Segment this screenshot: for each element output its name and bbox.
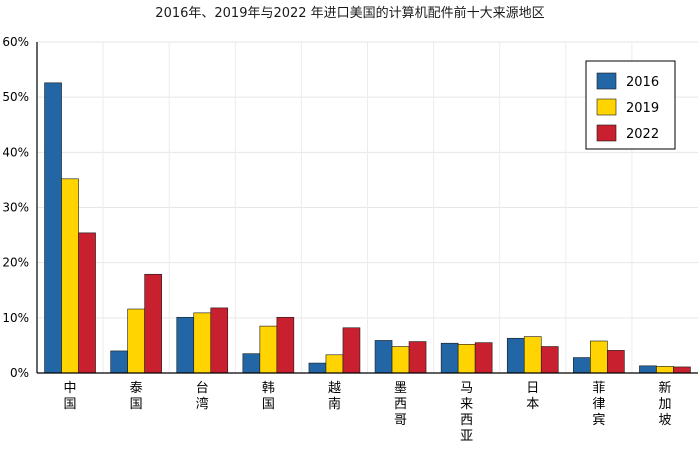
bar-2016-0	[44, 82, 62, 374]
bar-2016-7	[506, 337, 525, 374]
bar-2016-3	[242, 353, 261, 374]
axes: 0% 10% 20% 30% 40% 50% 60% 中国 泰国 台湾 韩国 越南 墨西哥 马来西亚 日本 菲…	[2, 35, 698, 444]
bar-2022-7	[540, 346, 559, 374]
legend-swatch-2022	[596, 124, 617, 142]
chart-title: 2016年、2019年与2022 年进口美国的计算机配件前十大来源地区	[155, 6, 545, 21]
x-tick-label: 日本	[526, 381, 539, 412]
x-tick-label: 越南	[328, 381, 341, 412]
bar-2016-6	[440, 342, 459, 374]
y-tick-label: 0%	[10, 366, 29, 380]
x-tick-label: 泰国	[130, 381, 143, 412]
x-tick-label: 台湾	[196, 381, 209, 412]
bar-2022-5	[408, 341, 427, 374]
bar-2019-5	[391, 346, 410, 374]
y-tick-label: 60%	[2, 35, 29, 49]
bar-2016-1	[110, 350, 128, 374]
x-tick-label: 韩国	[262, 381, 275, 412]
bar-2019-4	[325, 354, 344, 374]
bars	[44, 82, 691, 374]
y-tick-label: 30%	[2, 201, 29, 215]
x-tick-label: 中国	[64, 381, 77, 412]
bar-2022-0	[78, 232, 96, 374]
bar-2019-9	[656, 366, 674, 374]
grid	[37, 41, 698, 373]
bar-2019-7	[523, 336, 542, 374]
legend-label-2022: 2022	[626, 127, 659, 142]
legend-swatch-2016	[596, 72, 617, 90]
bar-2022-4	[342, 327, 361, 374]
bar-2022-1	[144, 273, 162, 374]
bar-2022-2	[210, 307, 229, 374]
x-tick-label: 马来西亚	[460, 381, 473, 444]
x-tick-label: 菲律宾	[592, 381, 605, 428]
y-tick-label: 20%	[2, 256, 29, 270]
bar-2019-0	[61, 178, 79, 374]
x-tick-label: 墨西哥	[394, 381, 407, 428]
bar-2019-6	[457, 344, 476, 374]
bar-2022-9	[673, 366, 691, 374]
bar-2019-2	[193, 312, 212, 374]
bar-2016-5	[374, 340, 393, 374]
bar-2019-8	[590, 340, 608, 374]
y-tick-label: 50%	[2, 90, 29, 104]
bar-2019-1	[127, 308, 145, 374]
bar-2022-6	[474, 342, 493, 374]
x-tick-label: 新加坡	[658, 380, 671, 428]
legend: 2016 2019 2022	[585, 60, 676, 150]
bar-2016-2	[176, 316, 195, 374]
bar-2022-8	[607, 350, 625, 374]
legend-label-2019: 2019	[626, 101, 659, 116]
legend-label-2016: 2016	[626, 75, 659, 90]
bar-2022-3	[276, 316, 295, 374]
bar-2016-8	[573, 357, 591, 374]
bar-2019-3	[259, 325, 278, 374]
legend-swatch-2019	[596, 98, 617, 116]
bar-2016-4	[308, 362, 327, 374]
y-tick-label: 10%	[2, 311, 29, 325]
y-tick-label: 40%	[2, 145, 29, 159]
bar-2016-9	[639, 365, 657, 374]
